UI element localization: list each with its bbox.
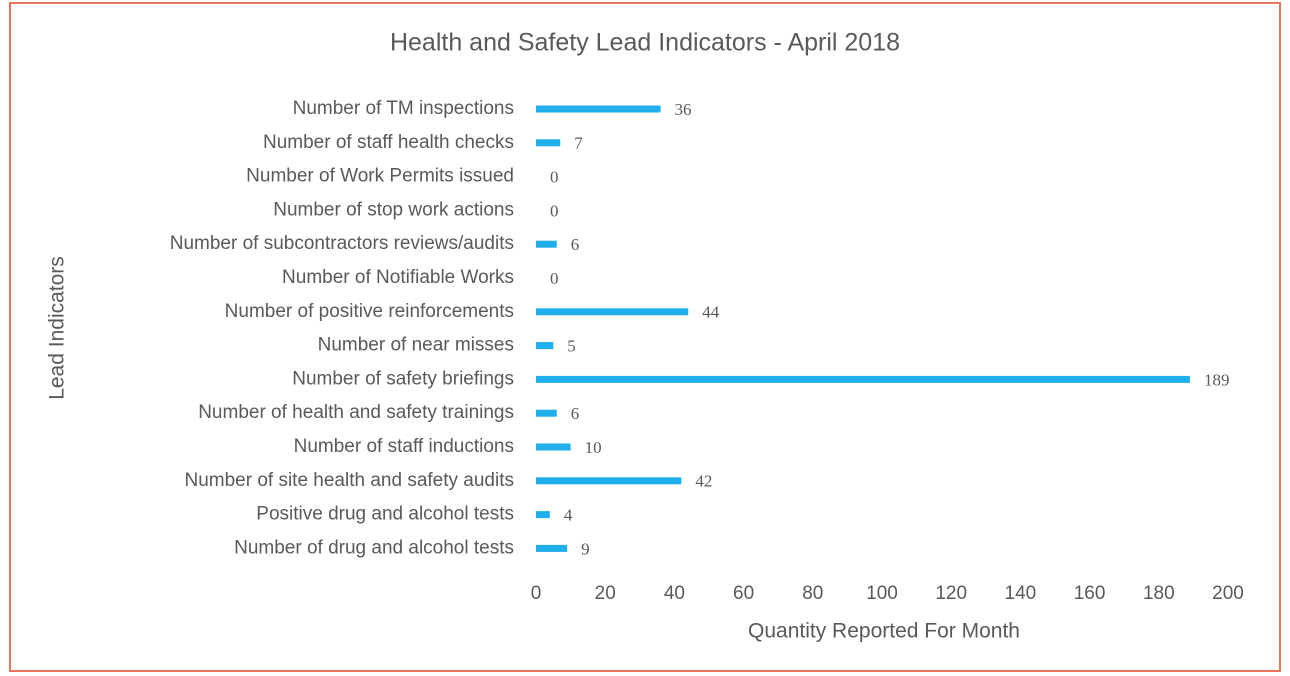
value-label: 10 (585, 438, 602, 457)
value-label: 5 (567, 337, 576, 356)
x-tick-label: 120 (935, 583, 967, 604)
x-tick-label: 180 (1143, 583, 1175, 604)
y-tick-label: Number of Notifiable Works (282, 267, 514, 288)
y-tick-label: Number of subcontractors reviews/audits (170, 233, 514, 254)
bar (536, 105, 661, 113)
value-label: 9 (581, 539, 590, 558)
y-tick-label: Number of staff inductions (294, 436, 514, 457)
y-tick-label: Number of positive reinforcements (225, 301, 514, 322)
value-label: 4 (564, 506, 573, 525)
value-label: 7 (574, 134, 583, 153)
bar (536, 511, 550, 519)
value-label: 36 (675, 100, 692, 119)
bar (536, 308, 689, 316)
y-axis-label: Lead Indicators (46, 256, 69, 400)
x-axis-label: Quantity Reported For Month (748, 620, 1020, 643)
chart-border (9, 2, 1281, 672)
y-tick-label: Number of health and safety trainings (198, 402, 514, 423)
value-label: 44 (702, 303, 720, 322)
bar (536, 477, 682, 485)
x-tick-label: 100 (866, 583, 898, 604)
bar (536, 443, 571, 451)
x-tick-label: 160 (1074, 583, 1106, 604)
bar (536, 240, 557, 248)
x-tick-label: 80 (802, 583, 823, 604)
y-tick-label: Number of site health and safety audits (184, 470, 514, 491)
value-label: 0 (550, 201, 559, 220)
x-tick-label: 60 (733, 583, 754, 604)
x-tick-label: 0 (531, 583, 542, 604)
y-tick-label: Number of TM inspections (293, 98, 514, 119)
bar (536, 375, 1190, 383)
y-tick-label: Number of Work Permits issued (246, 166, 514, 187)
x-tick-label: 40 (664, 583, 685, 604)
value-label: 0 (550, 269, 559, 288)
bar (536, 139, 561, 147)
y-tick-label: Number of near misses (318, 335, 514, 356)
y-tick-label: Number of staff health checks (263, 132, 514, 153)
value-label: 6 (571, 404, 580, 423)
y-tick-label: Number of safety briefings (292, 368, 514, 389)
value-label: 189 (1204, 370, 1230, 389)
value-label: 42 (695, 472, 712, 491)
x-tick-label: 140 (1005, 583, 1037, 604)
bar (536, 342, 554, 350)
y-tick-label: Positive drug and alcohol tests (256, 504, 514, 525)
value-label: 6 (571, 235, 580, 254)
bar (536, 544, 568, 552)
value-label: 0 (550, 168, 559, 187)
chart-title: Health and Safety Lead Indicators - Apri… (390, 29, 900, 57)
x-tick-label: 200 (1212, 583, 1244, 604)
bar (536, 409, 557, 417)
y-tick-label: Number of stop work actions (273, 199, 514, 220)
x-tick-label: 20 (595, 583, 616, 604)
y-tick-label: Number of drug and alcohol tests (234, 537, 514, 558)
